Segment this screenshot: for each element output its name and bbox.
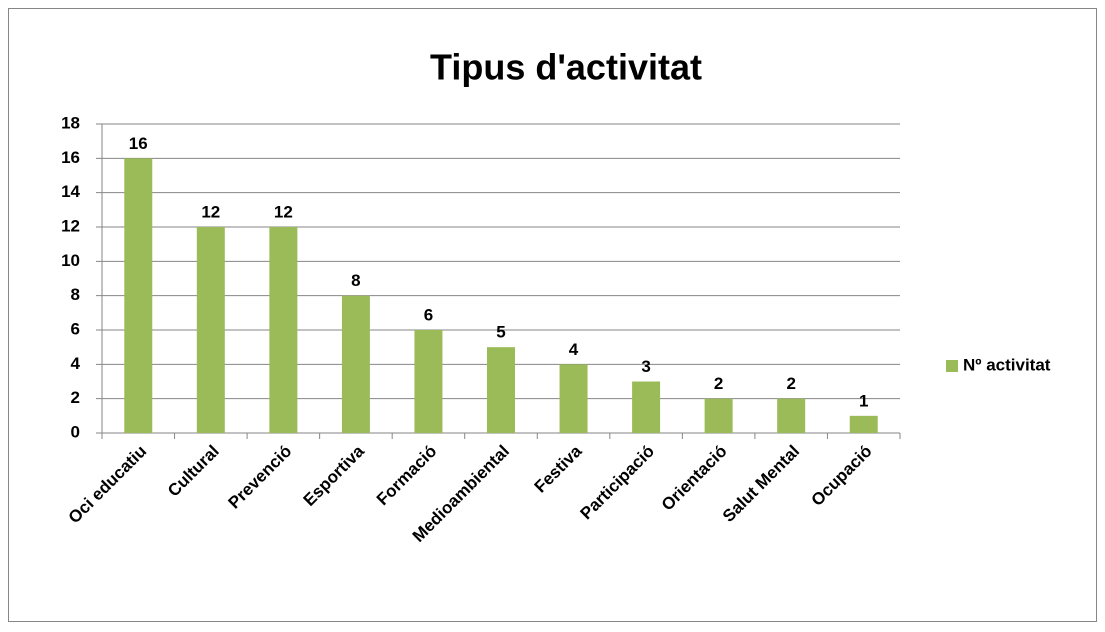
- y-tick-label: 12: [61, 216, 80, 235]
- bar: [559, 364, 588, 433]
- data-label: 16: [129, 134, 148, 153]
- bar: [777, 398, 806, 433]
- data-label: 1: [859, 391, 868, 410]
- data-label: 3: [641, 357, 650, 376]
- bar: [632, 381, 661, 433]
- y-tick-label: 6: [71, 319, 80, 338]
- bar: [196, 227, 225, 433]
- bar: [269, 227, 298, 433]
- data-label: 12: [274, 202, 293, 221]
- bar: [704, 398, 733, 433]
- y-tick-label: 2: [71, 388, 80, 407]
- data-label: 12: [201, 202, 220, 221]
- data-label: 5: [496, 323, 505, 342]
- data-label: 2: [786, 374, 795, 393]
- y-tick-label: 18: [61, 113, 80, 132]
- y-tick-label: 10: [61, 251, 80, 270]
- bar: [124, 158, 153, 434]
- y-tick-label: 16: [61, 148, 80, 167]
- legend-label: Nº activitat: [963, 355, 1051, 374]
- chart-title: Tipus d'activitat: [430, 47, 702, 88]
- data-label: 2: [714, 374, 723, 393]
- y-tick-label: 4: [71, 354, 81, 373]
- bar: [341, 295, 370, 433]
- data-label: 6: [424, 305, 433, 324]
- bar: [849, 415, 878, 433]
- y-tick-label: 14: [61, 182, 80, 201]
- data-label: 8: [351, 271, 360, 290]
- bar: [487, 347, 515, 433]
- legend-swatch: [946, 360, 958, 372]
- data-label: 4: [569, 340, 579, 359]
- bar: [414, 330, 443, 433]
- y-tick-label: 0: [71, 422, 80, 441]
- y-tick-label: 8: [71, 285, 80, 304]
- chart-frame: [8, 8, 1097, 622]
